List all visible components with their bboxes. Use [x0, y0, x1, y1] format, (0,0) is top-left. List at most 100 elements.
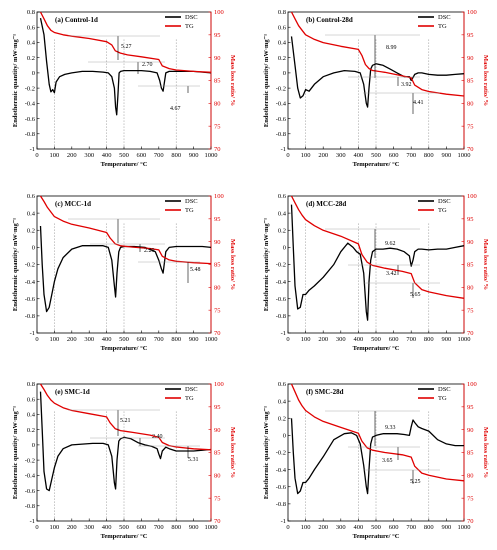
- y-right-tick-label: 85: [214, 262, 221, 269]
- chart-panel-4: 0 100 200 300 400 500 600 700 800 900 1000-1-0.8-0…: [263, 193, 489, 352]
- legend-label-tg: TG: [438, 395, 447, 402]
- legend-label-dsc: DSC: [185, 198, 198, 205]
- y-right-axis-label: Mass loss ratio/ %: [229, 239, 236, 290]
- y-tick-label: 0.6: [278, 24, 287, 31]
- x-tick-label: 800: [424, 524, 434, 531]
- y-right-tick-label: 70: [214, 518, 221, 525]
- y-right-tick-label: 70: [214, 146, 221, 153]
- plot-frame: [287, 383, 465, 522]
- x-tick-label: 200: [67, 336, 77, 343]
- y-right-tick-label: 85: [467, 450, 474, 457]
- y-right-tick-label: 80: [467, 473, 474, 480]
- series-line-dsc: [39, 225, 212, 313]
- x-tick-label: 300: [336, 336, 346, 343]
- x-tick-label: 600: [389, 336, 399, 343]
- y-tick-label: -0.6: [276, 296, 287, 303]
- x-axis-label: Temperature/ °C: [101, 345, 148, 352]
- y-right-tick-label: 75: [467, 307, 474, 314]
- y-tick-label: 0.4: [27, 210, 36, 217]
- y-right-axis-label: Mass loss ratio/ %: [482, 239, 489, 290]
- y-tick-label: 0.6: [27, 24, 36, 31]
- y-right-tick-label: 75: [214, 307, 221, 314]
- x-tick-label: 900: [189, 524, 199, 531]
- y-right-tick-label: 90: [214, 427, 221, 434]
- plot-frame: [36, 383, 212, 522]
- y-tick-label: 0.4: [27, 412, 36, 419]
- y-tick-label: -0.8: [25, 131, 35, 138]
- annotation-label: 5.65: [410, 292, 421, 298]
- x-tick-label: 0: [35, 524, 38, 531]
- y-right-tick-label: 95: [214, 216, 221, 223]
- y-tick-label: 0.6: [278, 381, 287, 388]
- y-right-tick-label: 95: [467, 32, 474, 39]
- y-tick-label: 0.8: [27, 381, 35, 388]
- annotation-label: 2.40: [152, 434, 163, 440]
- x-tick-label: 1000: [205, 524, 218, 531]
- annotation-label: 5.27: [121, 44, 132, 50]
- x-tick-label: 100: [50, 524, 60, 531]
- y-right-tick-label: 80: [214, 101, 221, 108]
- x-tick-label: 500: [371, 524, 381, 531]
- x-tick-label: 700: [406, 152, 416, 159]
- panel-title: (a) Control-1d: [55, 16, 98, 24]
- y-axis-label: Endothermic quantity/ mW·mg⁻¹: [263, 406, 270, 499]
- y-axis-label: Endothermic quantity/ mW·mg⁻¹: [263, 34, 270, 127]
- plot-frame: [36, 195, 212, 334]
- x-tick-label: 600: [137, 152, 147, 159]
- x-tick-label: 900: [189, 152, 199, 159]
- y-right-tick-label: 70: [467, 518, 474, 525]
- y-tick-label: 0.4: [278, 210, 287, 217]
- y-tick-label: -0.2: [25, 457, 35, 464]
- annotation-label: 5.21: [120, 418, 131, 424]
- x-tick-label: 800: [424, 152, 434, 159]
- x-tick-label: 500: [371, 336, 381, 343]
- x-tick-label: 0: [286, 524, 289, 531]
- y-tick-label: -0.8: [25, 503, 35, 510]
- y-tick-label: -0.2: [276, 450, 286, 457]
- y-tick-label: -1: [30, 330, 35, 337]
- y-right-tick-label: 85: [467, 262, 474, 269]
- annotation-label: 4.41: [413, 100, 424, 106]
- x-tick-label: 700: [406, 336, 416, 343]
- y-right-tick-label: 85: [214, 450, 221, 457]
- x-tick-label: 400: [102, 336, 112, 343]
- series-line-dsc: [290, 418, 464, 495]
- y-right-tick-label: 85: [214, 78, 221, 85]
- y-tick-label: -0.8: [276, 131, 286, 138]
- x-tick-label: 200: [67, 152, 77, 159]
- y-tick-label: 0.2: [27, 227, 35, 234]
- legend-label-dsc: DSC: [185, 14, 198, 21]
- x-tick-label: 500: [119, 152, 129, 159]
- annotation-label: 3.92: [401, 82, 412, 88]
- x-tick-label: 700: [406, 524, 416, 531]
- x-axis-label: Temperature/ °C: [353, 345, 400, 352]
- y-tick-label: -1: [30, 518, 35, 525]
- y-tick-label: 0.8: [278, 9, 286, 16]
- x-tick-label: 0: [286, 152, 289, 159]
- y-tick-label: -0.4: [25, 101, 36, 108]
- y-right-tick-label: 100: [467, 193, 477, 200]
- y-right-tick-label: 95: [467, 404, 474, 411]
- y-tick-label: 0: [283, 433, 286, 440]
- x-tick-label: 500: [119, 524, 129, 531]
- y-right-tick-label: 75: [467, 495, 474, 502]
- x-tick-label: 100: [301, 152, 311, 159]
- y-axis-label: Endothermic quantity/ mW·mg⁻¹: [12, 406, 19, 499]
- y-tick-label: 0: [32, 245, 35, 252]
- x-tick-label: 100: [50, 336, 60, 343]
- x-tick-label: 1000: [205, 336, 218, 343]
- x-tick-label: 800: [171, 336, 181, 343]
- x-tick-label: 500: [371, 152, 381, 159]
- x-tick-label: 1000: [205, 152, 218, 159]
- x-tick-label: 500: [119, 336, 129, 343]
- y-right-tick-label: 90: [467, 427, 474, 434]
- y-right-tick-label: 70: [467, 330, 474, 337]
- y-tick-label: 0.2: [278, 55, 286, 62]
- series-line-tg: [39, 195, 212, 265]
- y-tick-label: 0.6: [27, 193, 36, 200]
- series-line-tg: [290, 11, 465, 97]
- y-right-tick-label: 90: [214, 239, 221, 246]
- y-tick-label: 0.2: [27, 55, 35, 62]
- x-tick-label: 400: [354, 336, 364, 343]
